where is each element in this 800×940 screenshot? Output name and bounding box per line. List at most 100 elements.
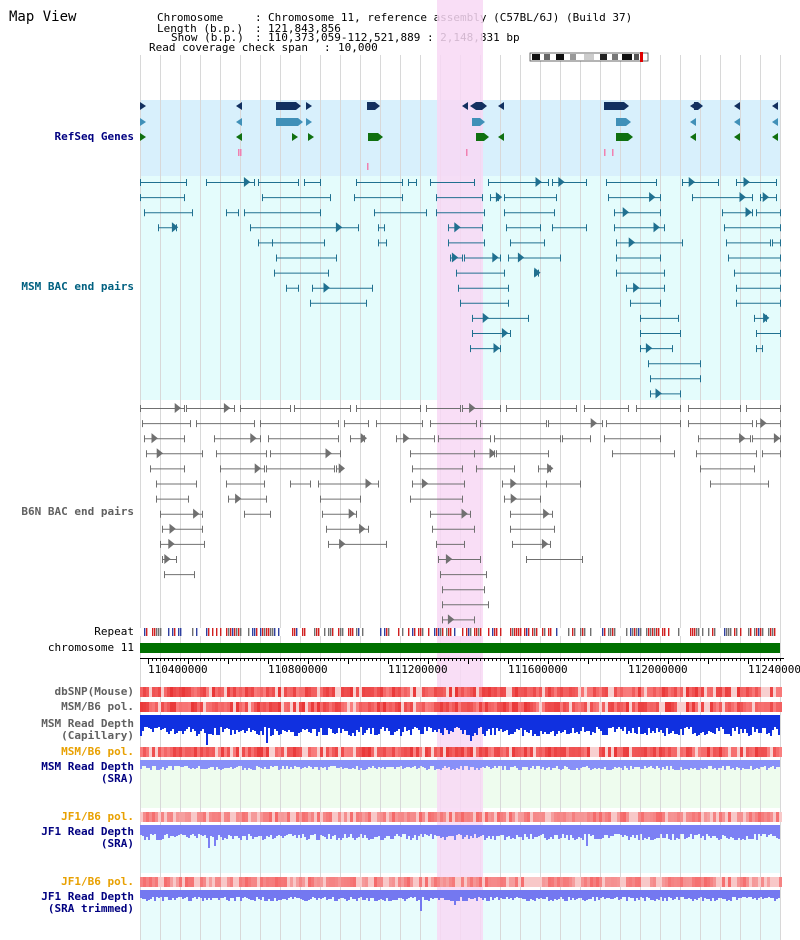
depth-bar	[664, 727, 666, 736]
bac-orientation-mark	[169, 523, 176, 534]
heat-cell	[491, 702, 494, 712]
heat-cell	[305, 812, 308, 822]
heat-cell	[686, 877, 689, 887]
depth-bar	[750, 834, 752, 839]
heat-cell	[347, 877, 350, 887]
depth-bar	[502, 766, 504, 770]
heat-cell	[143, 812, 146, 822]
depth-bar	[376, 834, 378, 837]
heat-cell	[227, 747, 230, 757]
depth-bar	[222, 897, 224, 898]
depth-bar	[174, 897, 176, 900]
repeat-element	[702, 628, 704, 636]
label-refseq-genes[interactable]: RefSeq Genes	[54, 130, 134, 143]
depth-bar	[678, 897, 680, 900]
heat-cell	[362, 687, 365, 697]
depth-bar	[680, 766, 682, 767]
depth-bar	[654, 834, 656, 839]
label-msm-bac[interactable]: MSM BAC end pairs	[21, 280, 134, 293]
depth-bar	[726, 727, 728, 734]
heat-cell	[599, 812, 602, 822]
depth-bar	[422, 727, 424, 734]
depth-bar	[364, 834, 366, 835]
depth-bar	[338, 834, 340, 838]
gene-block-end	[298, 118, 303, 126]
depth-bar	[560, 727, 562, 733]
heat-cell	[638, 812, 641, 822]
depth-bar	[606, 897, 608, 898]
heat-cell	[272, 702, 275, 712]
depth-bar	[692, 834, 694, 839]
heat-cell	[740, 812, 743, 822]
repeat-element	[520, 628, 522, 636]
depth-bar	[184, 727, 186, 731]
depth-bar	[212, 897, 214, 898]
repeat-element	[630, 628, 632, 636]
repeat-element	[340, 628, 342, 636]
heat-cell	[140, 877, 143, 887]
heat-cell	[467, 812, 470, 822]
repeat-element	[348, 628, 350, 636]
depth-bar	[738, 727, 740, 734]
depth-bar	[420, 727, 422, 734]
depth-bar	[612, 897, 614, 899]
heat-cell	[338, 747, 341, 757]
heat-cell	[431, 687, 434, 697]
gene-block	[694, 102, 698, 110]
depth-bar	[650, 834, 652, 840]
heat-cell	[770, 877, 773, 887]
heat-cell	[461, 812, 464, 822]
depth-bar	[254, 727, 256, 731]
heat-cell	[494, 877, 497, 887]
depth-bar	[468, 766, 470, 770]
depth-bar	[542, 897, 544, 899]
depth-bar	[440, 897, 442, 898]
heat-cell	[464, 877, 467, 887]
heat-cell	[401, 877, 404, 887]
repeat-element	[216, 628, 218, 636]
heat-cell	[590, 687, 593, 697]
gene-marker	[238, 149, 240, 156]
heat-cell	[776, 812, 779, 822]
depth-bar	[392, 727, 394, 735]
depth-bar	[540, 834, 542, 835]
depth-bar	[482, 897, 484, 900]
heat-cell	[431, 812, 434, 822]
depth-bar	[634, 897, 636, 901]
depth-bar	[668, 834, 670, 839]
heat-cell	[350, 687, 353, 697]
heat-cell	[353, 877, 356, 887]
heat-cell	[374, 877, 377, 887]
depth-bar	[676, 834, 678, 838]
heat-cell	[779, 877, 782, 887]
heat-cell	[176, 747, 179, 757]
label-b6n-bac[interactable]: B6N BAC end pairs	[21, 505, 134, 518]
heat-cell	[209, 747, 212, 757]
depth-bar	[578, 766, 580, 770]
depth-bar	[300, 766, 302, 769]
heat-cell	[722, 877, 725, 887]
heat-cell	[734, 687, 737, 697]
depth-bar	[292, 766, 294, 769]
bac-orientation-mark	[254, 463, 262, 474]
depth-bar	[450, 897, 452, 901]
heat-cell	[479, 747, 482, 757]
depth-bar	[672, 897, 674, 900]
depth-bar	[630, 727, 632, 733]
depth-bar	[410, 834, 412, 840]
heat-cell	[284, 747, 287, 757]
heat-cell	[434, 687, 437, 697]
heat-cell	[533, 702, 536, 712]
depth-bar	[228, 727, 230, 729]
heat-cell	[719, 812, 722, 822]
repeat-element	[324, 628, 326, 636]
depth-bar	[464, 897, 466, 901]
depth-bar	[362, 766, 364, 770]
heat-cell	[767, 702, 770, 712]
heat-cell	[530, 812, 533, 822]
depth-bar	[450, 834, 452, 836]
depth-bar	[368, 727, 370, 728]
heat-cell	[425, 877, 428, 887]
axis-tick-label: 111200000	[388, 663, 448, 676]
